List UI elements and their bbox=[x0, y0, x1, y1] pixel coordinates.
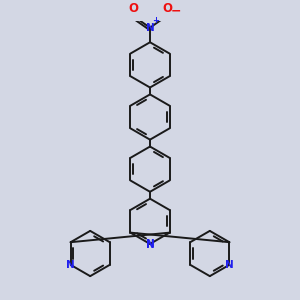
Text: N: N bbox=[146, 239, 154, 249]
Text: −: − bbox=[171, 4, 181, 17]
Text: N: N bbox=[66, 260, 75, 270]
Text: +: + bbox=[152, 16, 159, 25]
Text: N: N bbox=[146, 240, 154, 250]
Text: N: N bbox=[225, 260, 234, 270]
Text: O: O bbox=[162, 2, 172, 15]
Text: N: N bbox=[146, 23, 154, 33]
Text: O: O bbox=[128, 2, 138, 15]
